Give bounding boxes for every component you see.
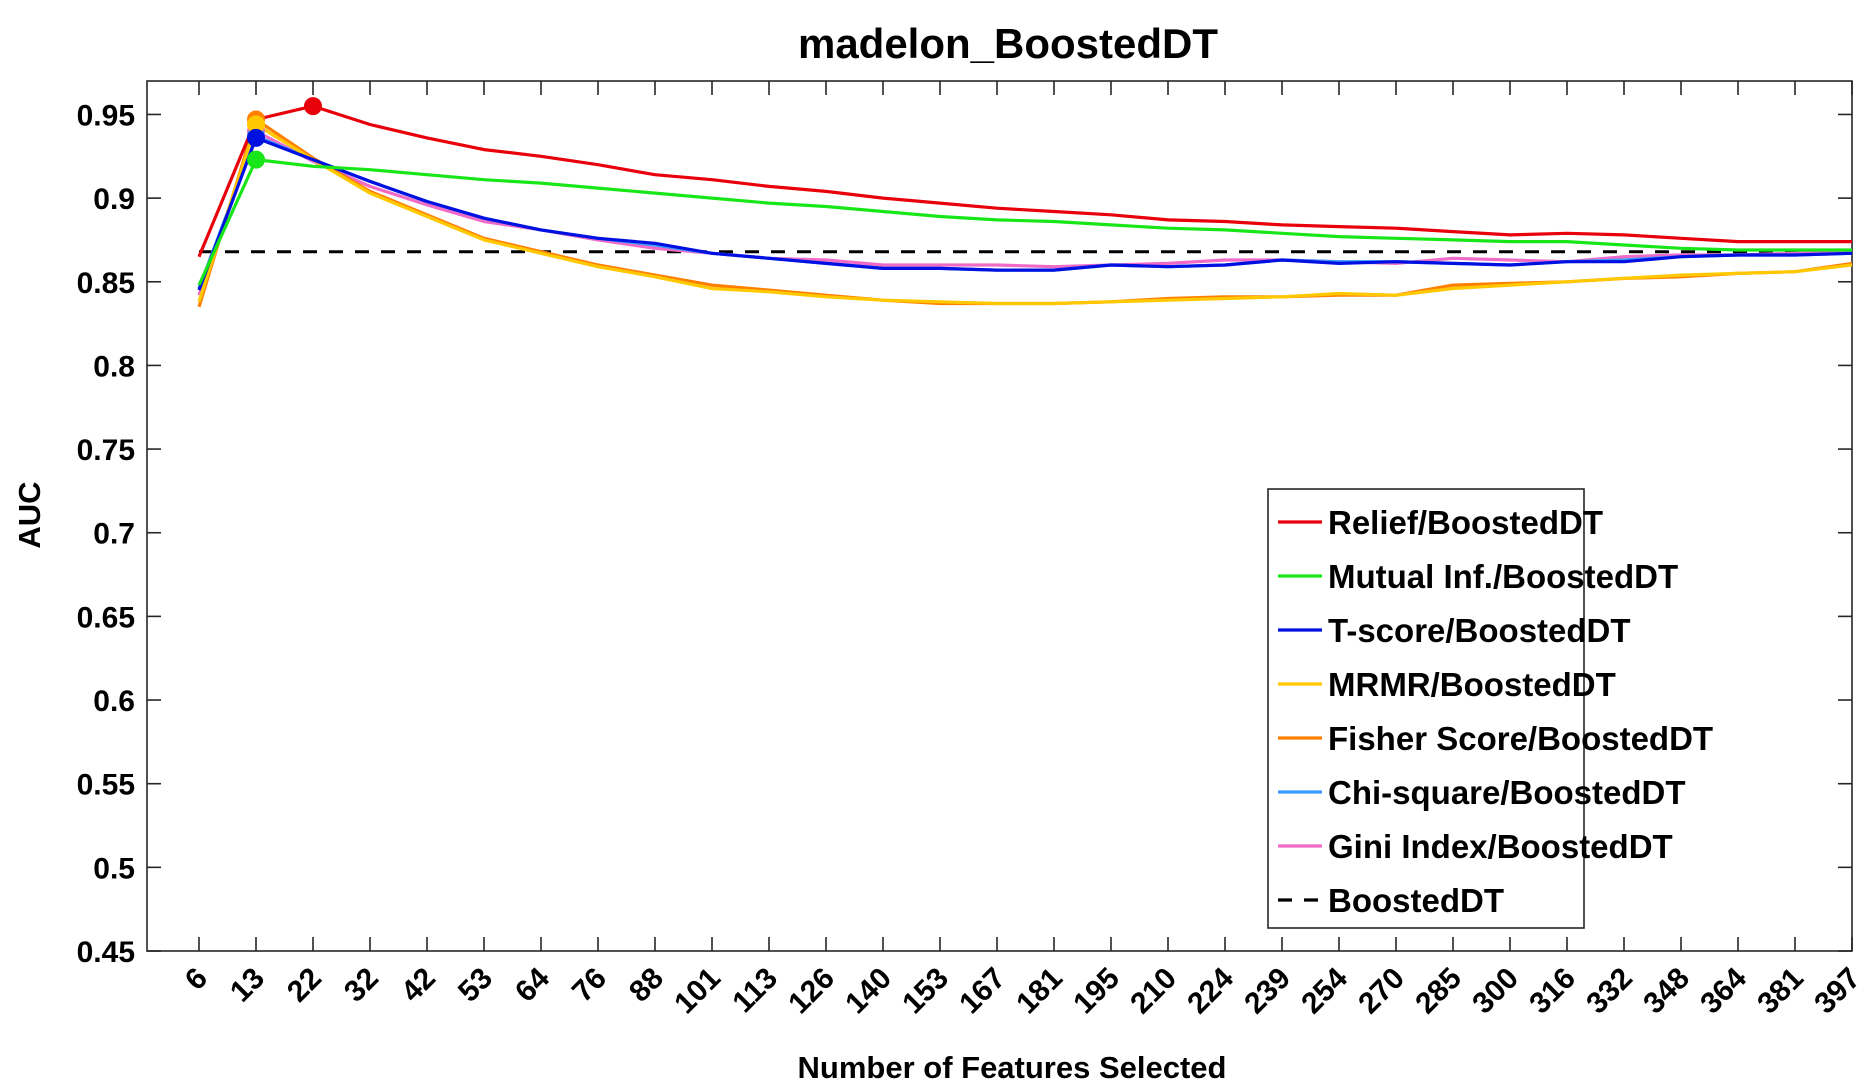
legend-entry-label: Mutual Inf./BoostedDT xyxy=(1328,558,1678,595)
y-tick-label: 0.55 xyxy=(77,769,135,802)
series-max-marker xyxy=(247,128,265,147)
series-line xyxy=(197,158,1852,286)
marker-layer xyxy=(247,97,322,169)
chart-title: madelon_BoostedDT xyxy=(798,20,1218,67)
series-line xyxy=(197,136,1853,291)
y-tick-label: 0.8 xyxy=(93,350,135,383)
y-tick-label: 0.6 xyxy=(93,685,135,718)
legend-entry-label: Relief/BoostedDT xyxy=(1328,504,1603,541)
legend-entry-label: Fisher Score/BoostedDT xyxy=(1328,720,1713,757)
y-tick-label: 0.65 xyxy=(77,601,135,634)
series-line xyxy=(197,104,1852,258)
y-axis-label: AUC xyxy=(12,481,47,548)
y-tick-label: 0.9 xyxy=(93,183,135,216)
legend-entry-label: Gini Index/BoostedDT xyxy=(1328,828,1673,865)
x-axis-label: Number of Features Selected xyxy=(798,1050,1227,1085)
legend-entry-label: BoostedDT xyxy=(1328,882,1504,919)
legend-box xyxy=(1267,488,1585,929)
series-max-marker xyxy=(247,150,265,169)
y-tick-label: 0.95 xyxy=(77,99,135,132)
legend-entry-label: T-score/BoostedDT xyxy=(1328,612,1631,649)
legend-entry-label: Chi-square/BoostedDT xyxy=(1328,774,1686,811)
legend-entry-label: MRMR/BoostedDT xyxy=(1328,666,1616,703)
y-tick-label: 0.45 xyxy=(77,936,135,969)
y-tick-label: 0.5 xyxy=(93,852,135,885)
y-axis-ticks: 0.45 0.5 0.55 0.6 0.65 0.7 0.75 0.8 0.85 0.9 0.95 xyxy=(77,99,1852,969)
y-tick-label: 0.85 xyxy=(77,267,135,300)
series-layer xyxy=(197,104,1853,308)
legend: Relief/BoostedDT Mutual Inf./BoostedDT T-s… xyxy=(1267,488,1713,929)
series-max-marker xyxy=(304,97,322,116)
y-tick-label: 0.75 xyxy=(77,434,135,467)
series-line xyxy=(197,122,1853,306)
y-tick-label: 0.7 xyxy=(93,518,135,551)
